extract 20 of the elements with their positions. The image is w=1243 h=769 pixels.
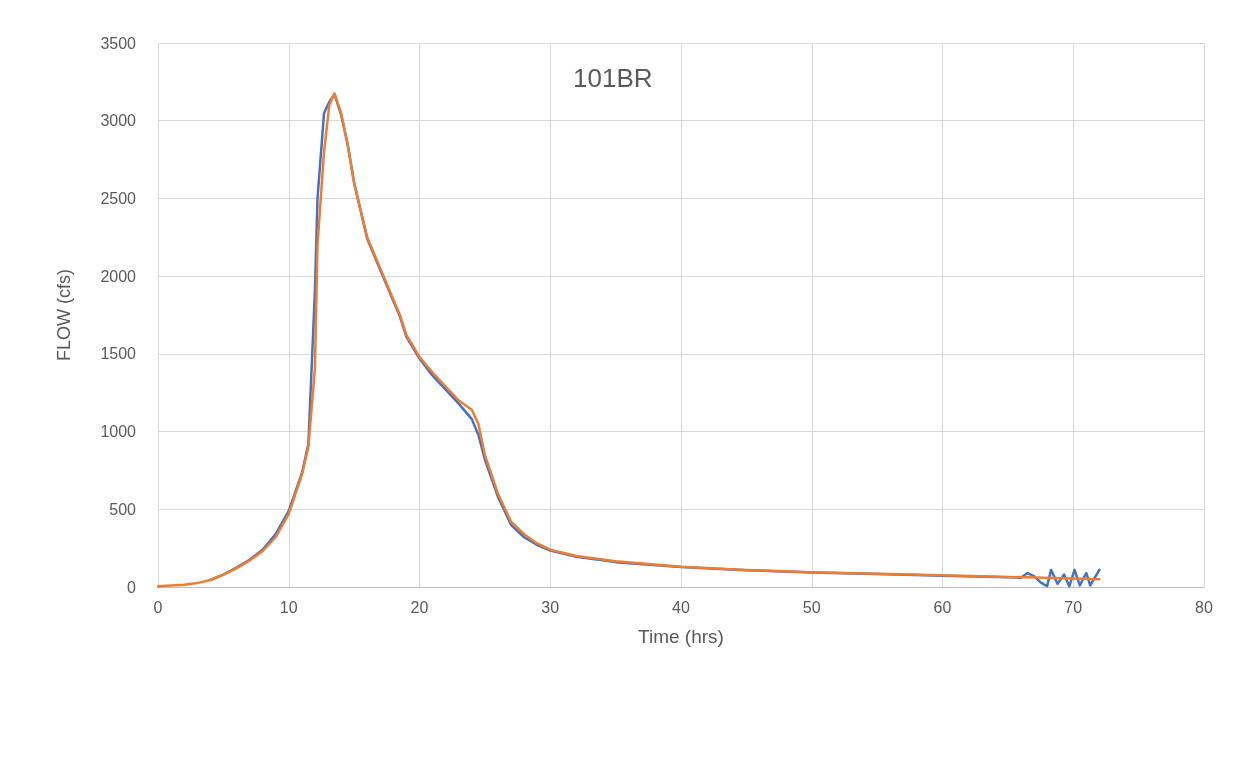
x-tick-label: 30 bbox=[541, 598, 560, 616]
y-tick-label: 2000 bbox=[100, 267, 137, 285]
x-tick-label: 40 bbox=[672, 598, 690, 616]
y-tick-label: 1000 bbox=[100, 423, 137, 441]
x-tick-label: 80 bbox=[1195, 598, 1213, 616]
x-tick-label: 10 bbox=[279, 598, 298, 616]
y-tick-label: 3000 bbox=[100, 112, 137, 130]
x-tick-label: 50 bbox=[802, 598, 821, 616]
y-tick-label: 500 bbox=[109, 500, 137, 518]
text: 101BR bbox=[573, 63, 653, 93]
y-tick-label: 2500 bbox=[100, 189, 137, 207]
x-tick-label: 70 bbox=[1064, 598, 1083, 616]
y-tick-label: 1500 bbox=[100, 345, 137, 363]
y-tick-label: 0 bbox=[127, 578, 137, 596]
x-axis-title: Time (hrs) bbox=[638, 626, 724, 647]
y-tick-label: 3500 bbox=[100, 34, 137, 52]
x-tick-label: 60 bbox=[933, 598, 952, 616]
y-axis-title: FLOW (cfs) bbox=[54, 269, 74, 361]
x-tick-label: 0 bbox=[153, 598, 163, 616]
x-tick-label: 20 bbox=[410, 598, 429, 616]
